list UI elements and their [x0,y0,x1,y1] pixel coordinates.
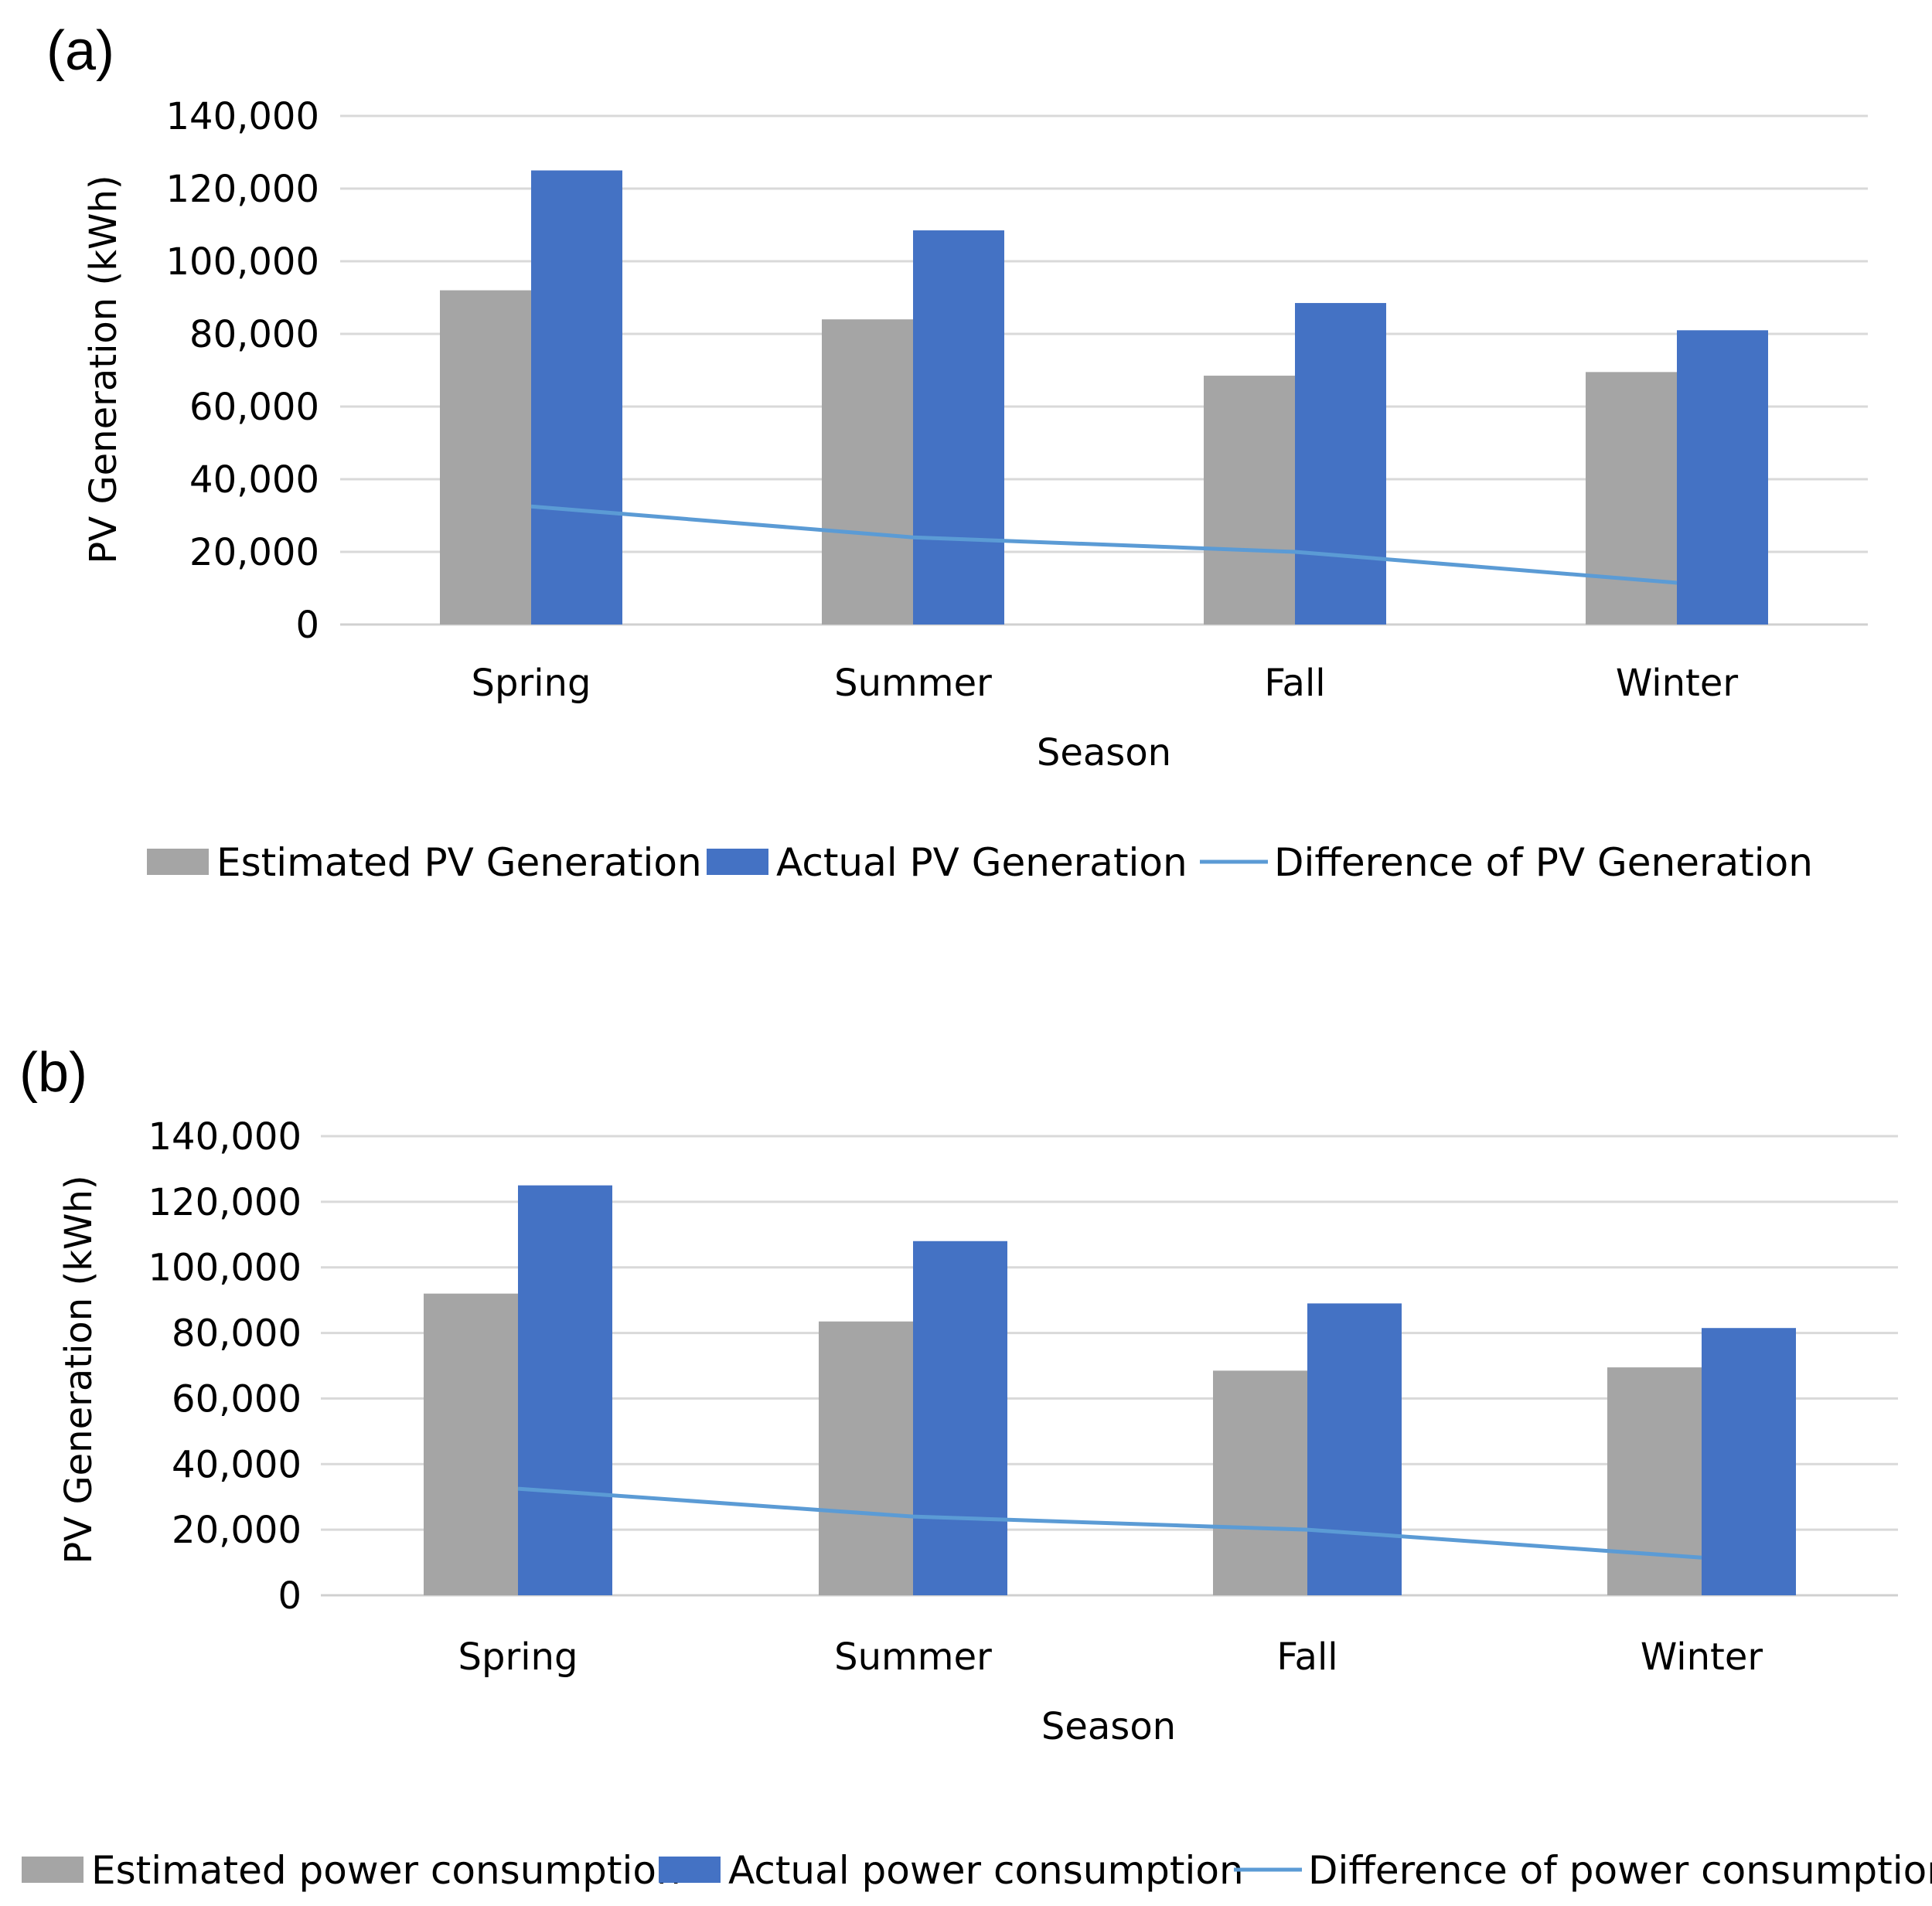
bar-actual-fall [1295,303,1386,625]
x-tick-label-summer: Summer [834,662,992,705]
x-tick-label-fall: Fall [1276,1635,1337,1679]
bar-estimated-winter [1586,372,1677,625]
difference-line [530,504,1678,585]
y-tick-label: 60,000 [189,386,319,429]
y-tick-labels-a: 0 20,000 40,000 60,000 80,000 100,000 120,000 1… [166,95,320,647]
diff-line-a [530,504,1678,585]
legend-label-actual-b: Actual power consumption [728,1848,1244,1893]
legend-swatch-actual-a [707,849,768,875]
bar-actual-winter [1677,330,1768,625]
y-tick-label: 0 [278,1574,302,1618]
legend-label-actual-a: Actual PV Generation [776,840,1187,885]
x-tick-label-winter: Winter [1616,662,1739,705]
legend-a: Estimated PV Generation Actual PV Genera… [147,840,1813,885]
bar-actual-winter [1702,1328,1796,1595]
bar-actual-summer [913,230,1004,625]
bar-actual-fall [1307,1303,1402,1595]
legend-label-estimated-b: Estimated power consumption [91,1848,681,1893]
legend-label-diff-a: Difference of PV Generation [1274,840,1813,885]
x-tick-label-spring: Spring [472,662,591,705]
bars-a [440,170,1768,625]
x-tick-label-fall: Fall [1264,662,1325,705]
bar-actual-summer [913,1241,1007,1595]
y-tick-label: 100,000 [148,1247,302,1290]
x-tick-labels-a: Spring Summer Fall Winter [472,662,1739,705]
bar-estimated-fall [1204,376,1295,625]
x-tick-label-winter: Winter [1641,1635,1763,1679]
difference-line [517,1486,1702,1560]
y-axis-title-a: PV Generation (kWh) [82,175,125,563]
chart-a: (a) 0 20,000 40,000 60,000 80,000 100,000 120,… [46,20,1868,885]
y-tick-label: 80,000 [189,313,319,356]
bar-estimated-fall [1213,1370,1307,1595]
panel-label-a: (a) [46,20,114,82]
chart-b: (b) 0 20,000 40,000 60,000 80,000 100,000 120,… [19,1042,1932,1893]
y-tick-label: 0 [295,604,319,647]
legend-swatch-estimated-a [147,849,209,875]
bar-estimated-winter [1607,1367,1702,1595]
y-tick-label: 140,000 [148,1115,302,1159]
bar-actual-spring [518,1185,612,1595]
y-tick-label: 40,000 [172,1443,302,1486]
y-tick-label: 120,000 [166,168,320,211]
legend-label-estimated-a: Estimated PV Generation [216,840,702,885]
x-tick-label-summer: Summer [834,1635,992,1679]
y-tick-label: 80,000 [172,1312,302,1356]
legend-swatch-estimated-b [22,1857,83,1883]
bar-actual-spring [531,170,622,625]
y-tick-labels-b: 0 20,000 40,000 60,000 80,000 100,000 120,000 1… [148,1115,302,1618]
bar-estimated-summer [819,1321,913,1595]
bars-b [424,1185,1796,1595]
y-tick-label: 60,000 [172,1377,302,1421]
x-tick-label-spring: Spring [458,1635,578,1679]
bar-estimated-summer [822,319,913,625]
legend-label-diff-b: Difference of power consumption [1308,1848,1932,1893]
y-tick-label: 20,000 [172,1509,302,1552]
bar-estimated-spring [440,290,531,625]
y-tick-label: 20,000 [189,531,319,574]
y-tick-label: 120,000 [148,1181,302,1224]
y-axis-title-b: PV Generation (kWh) [57,1175,101,1564]
legend-b: Estimated power consumption Actual power… [22,1848,1932,1893]
panel-label-b: (b) [19,1042,87,1104]
x-axis-title-b: Season [1041,1705,1176,1748]
y-tick-label: 40,000 [189,458,319,502]
x-axis-title-a: Season [1037,731,1171,774]
y-tick-label: 100,000 [166,240,320,284]
legend-swatch-actual-b [659,1857,721,1883]
y-tick-label: 140,000 [166,95,320,138]
diff-line-b [517,1486,1702,1560]
x-tick-labels-b: Spring Summer Fall Winter [458,1635,1763,1679]
bar-estimated-spring [424,1293,518,1595]
